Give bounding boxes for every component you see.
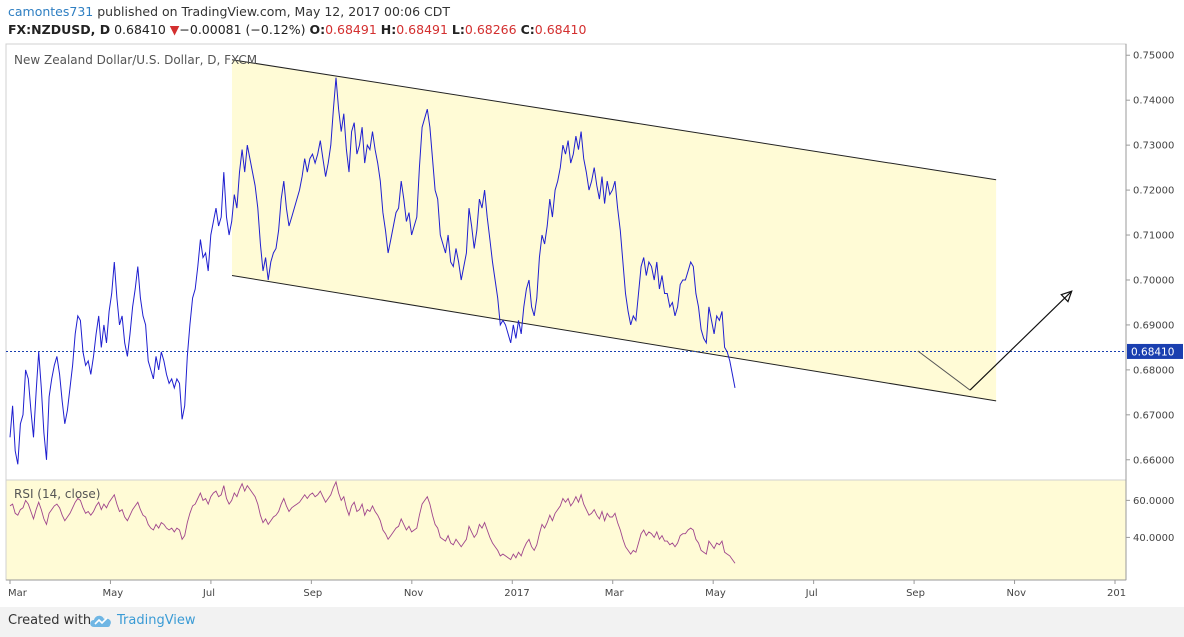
price-tick-label: 0.75000 (1133, 51, 1174, 62)
change-value: −0.00081 (−0.12%) (179, 22, 306, 37)
time-tick-label: Mar (8, 588, 28, 599)
time-tick-label: May (705, 588, 726, 599)
created-with-text: Created with (8, 613, 92, 628)
price-tick-label: 0.69000 (1133, 320, 1174, 331)
price-axis-ticks: 0.75000 0.74000 0.73000 0.72000 0.71000 0.700… (1126, 51, 1174, 466)
chart-title: New Zealand Dollar/U.S. Dollar, D, FXCM (14, 53, 257, 67)
chart-header: camontes731 published on TradingView.com… (0, 0, 1184, 42)
open-label: O: (309, 22, 326, 37)
price-chart[interactable]: New Zealand Dollar/U.S. Dollar, D, FXCM … (0, 0, 1184, 607)
published-text: published on TradingView.com, May 12, 20… (97, 4, 450, 19)
time-tick-label: 2017 (504, 588, 529, 599)
time-tick-label: Sep (906, 588, 925, 599)
rsi-axis-ticks: 60.0000 40.0000 (1126, 496, 1174, 544)
price-tick-label: 0.70000 (1133, 275, 1174, 286)
high-value: 0.68491 (396, 22, 448, 37)
rsi-pane[interactable] (5, 479, 1127, 581)
channel-fill (232, 59, 997, 401)
time-tick-label: Mar (605, 588, 625, 599)
down-arrow-icon: ▼ (169, 22, 180, 37)
tradingview-cloud-icon[interactable] (88, 611, 114, 631)
arrowhead-icon (1060, 290, 1073, 303)
last-price-badge (1127, 343, 1183, 359)
symbol-label: FX:NZDUSD, D (8, 22, 111, 37)
rsi-series-line[interactable] (9, 480, 736, 564)
rsi-label: RSI (14, close) (14, 487, 100, 501)
tradingview-brand-link[interactable]: TradingView (117, 613, 196, 628)
high-label: H: (380, 22, 397, 37)
low-value: 0.68266 (464, 22, 517, 37)
time-tick-label: Jul (202, 588, 215, 599)
channel-lower-line[interactable] (231, 274, 997, 402)
time-tick-label: Nov (1007, 588, 1027, 599)
price-tick-label: 0.73000 (1133, 141, 1174, 152)
price-tick-label: 0.68000 (1133, 365, 1174, 376)
low-label: L: (451, 22, 465, 37)
time-tick-label: 201 (1107, 588, 1126, 599)
publish-line: camontes731 published on TradingView.com… (8, 4, 450, 19)
open-value: 0.68491 (325, 22, 377, 37)
price-axis[interactable] (1126, 44, 1184, 580)
time-tick-label: May (102, 588, 123, 599)
price-tick-label: 0.72000 (1133, 186, 1174, 197)
projection-up-arrow[interactable] (969, 290, 1073, 391)
author-link[interactable]: camontes731 (8, 4, 94, 19)
price-tick-label: 0.66000 (1133, 455, 1174, 466)
close-label: C: (520, 22, 535, 37)
time-axis[interactable] (6, 580, 1126, 607)
channel-upper-line[interactable] (231, 59, 997, 181)
time-axis-ticks: Mar May Jul Sep Nov 2017 Mar May Jul Sep Nov 201 (8, 580, 1126, 599)
rsi-tick-label: 40.0000 (1133, 533, 1174, 544)
close-value: 0.68410 (534, 22, 587, 37)
rsi-tick-label: 60.0000 (1133, 496, 1174, 507)
last-price-badge-text: 0.68410 (1131, 346, 1174, 358)
footer-bar: Created with TradingView (0, 607, 1184, 637)
time-tick-label: Jul (805, 588, 818, 599)
time-tick-label: Nov (404, 588, 424, 599)
price-tick-label: 0.67000 (1133, 410, 1174, 421)
price-tick-label: 0.71000 (1133, 231, 1174, 242)
projection-down-leg[interactable] (917, 350, 971, 391)
price-tick-label: 0.74000 (1133, 96, 1174, 107)
price-series-line[interactable] (9, 77, 736, 465)
ohlc-line: FX:NZDUSD, D 0.68410 ▼−0.00081 (−0.12%) … (8, 22, 586, 37)
last-value: 0.68410 (114, 22, 166, 37)
time-tick-label: Sep (303, 588, 322, 599)
